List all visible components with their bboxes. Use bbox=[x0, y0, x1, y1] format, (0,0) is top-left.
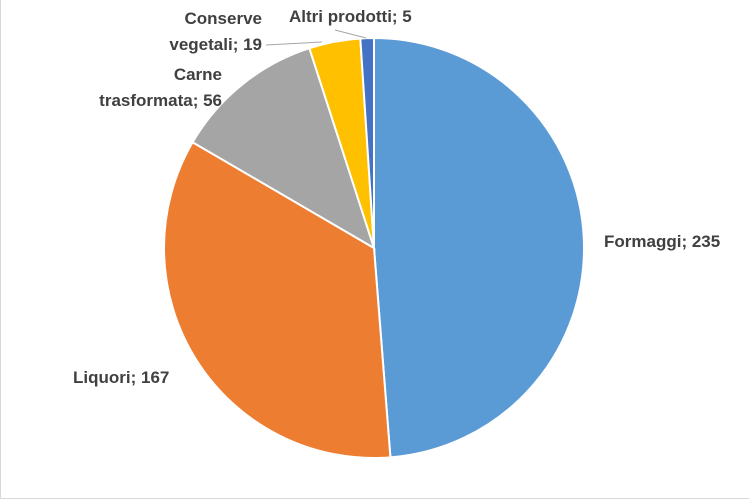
data-label-conserve-vegetali: Conserve vegetali; 19 bbox=[169, 9, 262, 54]
data-label-carne-trasformata: Carne trasformata; 56 bbox=[99, 65, 222, 110]
data-label-altri-prodotti: Altri prodotti; 5 bbox=[289, 7, 412, 26]
pie-slice-carne-trasformata bbox=[191, 46, 376, 251]
pie-slice-altri-prodotti bbox=[359, 36, 375, 249]
leader-line-conserve-vegetali bbox=[265, 41, 323, 46]
pie-slice-liquori bbox=[163, 140, 392, 459]
pie-slices bbox=[163, 36, 585, 459]
leader-line-altri-prodotti bbox=[334, 29, 367, 39]
data-labels: Formaggi; 235 Liquori; 167 Carne trasformat… bbox=[73, 7, 720, 387]
leader-lines bbox=[265, 29, 367, 46]
pie-slice-formaggi bbox=[373, 36, 585, 459]
data-label-formaggi: Formaggi; 235 bbox=[604, 232, 720, 251]
data-label-liquori: Liquori; 167 bbox=[73, 368, 169, 387]
